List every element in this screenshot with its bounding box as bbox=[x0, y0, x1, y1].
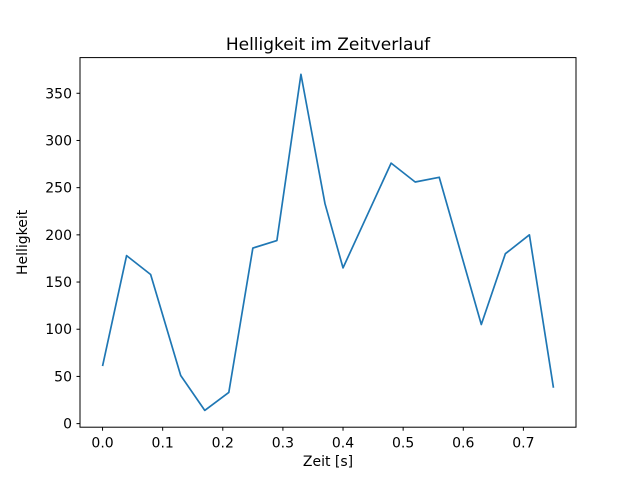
y-tick-label: 100 bbox=[45, 322, 72, 338]
x-tick-label: 0.2 bbox=[212, 436, 234, 452]
y-tick-label: 0 bbox=[63, 417, 72, 433]
x-tick-label: 0.4 bbox=[332, 436, 354, 452]
x-tick-label: 0.3 bbox=[272, 436, 294, 452]
x-tick-label: 0.7 bbox=[512, 436, 534, 452]
y-tick-label: 250 bbox=[45, 181, 72, 197]
y-axis-ticks: 0 50 100 150 200 250 300 350 bbox=[45, 86, 80, 433]
x-tick-label: 0.0 bbox=[91, 436, 113, 452]
data-series-line bbox=[101, 73, 555, 412]
brightness-line bbox=[101, 73, 555, 412]
y-axis-label: Helligkeit bbox=[15, 209, 31, 275]
x-tick-label: 0.6 bbox=[452, 436, 474, 452]
y-tick-label: 300 bbox=[45, 133, 72, 149]
x-axis-label: Zeit [s] bbox=[303, 454, 353, 470]
x-axis-ticks: 0.0 0.1 0.2 0.3 0.4 0.5 0.6 0.7 bbox=[91, 427, 535, 452]
y-tick-label: 200 bbox=[45, 228, 72, 244]
plot-area bbox=[79, 57, 577, 428]
x-tick-label: 0.5 bbox=[392, 436, 414, 452]
chart-title: Helligkeit im Zeitverlauf bbox=[226, 35, 431, 55]
y-tick-label: 350 bbox=[45, 86, 72, 102]
y-tick-label: 150 bbox=[45, 275, 72, 291]
x-tick-label: 0.1 bbox=[152, 436, 174, 452]
y-tick-label: 50 bbox=[54, 369, 72, 385]
